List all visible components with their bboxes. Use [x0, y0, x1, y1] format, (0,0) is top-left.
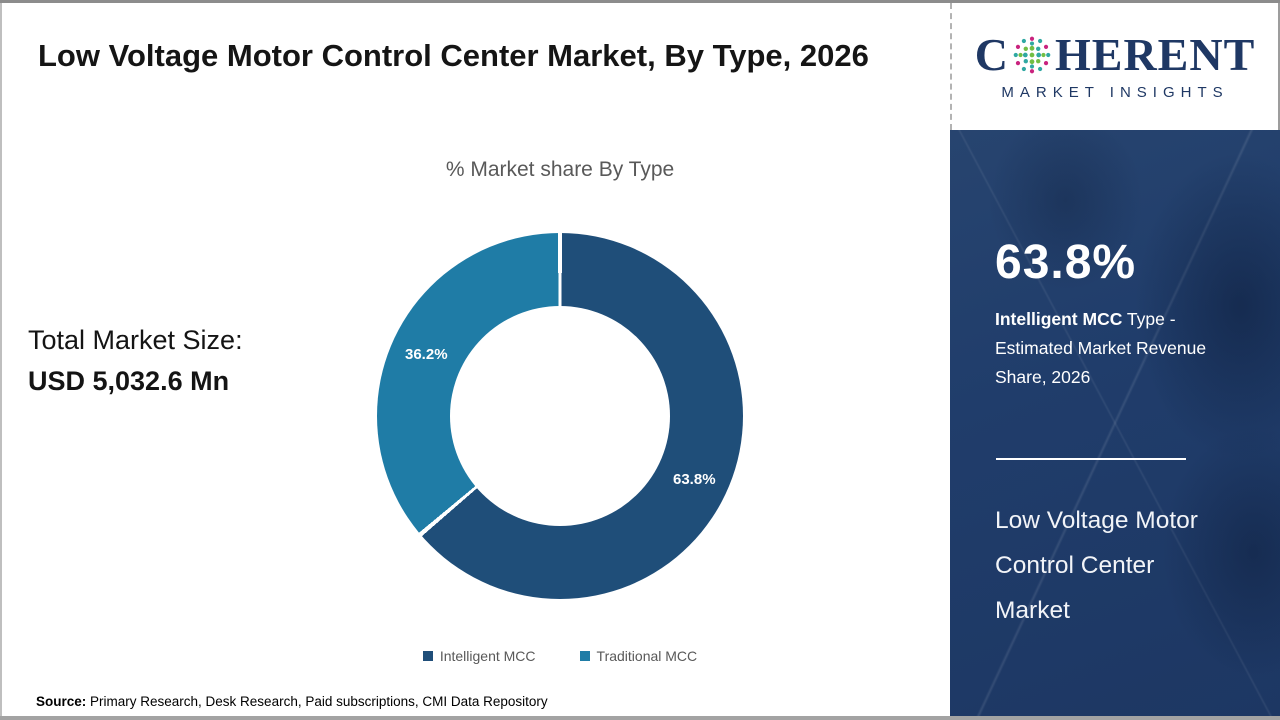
legend-swatch-intelligent	[422, 651, 433, 661]
total-market-block: Total Market Size: USD 5,032.6 Mn	[28, 325, 243, 397]
legend-swatch-traditional	[579, 651, 590, 661]
highlight-sidebar: 63.8% Intelligent MCC Type - Estimated M…	[950, 130, 1280, 716]
total-market-label: Total Market Size:	[28, 325, 243, 355]
brand-suffix: HERENT	[1054, 29, 1256, 80]
chart-title: % Market share By Type	[445, 158, 675, 181]
donut-hole	[450, 306, 670, 526]
sidebar-stat-category: Intelligent MCC	[995, 309, 1123, 329]
brand-tagline: MARKET INSIGHTS	[1001, 84, 1229, 101]
slice-label-traditional: 36.2%	[405, 346, 448, 363]
legend-label-traditional: Traditional MCC	[596, 648, 698, 664]
bottom-border-bar	[0, 716, 1280, 720]
chart-legend: Intelligent MCC Traditional MCC	[180, 648, 940, 664]
sidebar-stat-value: 63.8%	[995, 236, 1137, 289]
source-line: Source: Primary Research, Desk Research,…	[36, 694, 548, 709]
page-title: Low Voltage Motor Control Center Market,…	[38, 38, 869, 73]
source-text: Primary Research, Desk Research, Paid su…	[86, 694, 548, 709]
sidebar-market-name: Low Voltage Motor Control Center Market	[995, 507, 1198, 624]
sidebar-stat-description: Intelligent MCC Type - Estimated Market …	[995, 305, 1220, 392]
sidebar-stat-desc-rest: Type - Estimated Market Revenue Share, 2…	[995, 309, 1207, 387]
total-market-value: USD 5,032.6 Mn	[28, 366, 230, 396]
source-label: Source:	[36, 694, 87, 709]
brand-logo: C	[975, 32, 1256, 78]
sidebar-divider	[996, 458, 1186, 460]
donut-chart: 36.2% 63.8%	[377, 233, 743, 599]
coherent-globe-icon	[1013, 36, 1051, 74]
brand-logo-block: C	[950, 3, 1278, 130]
legend-item-traditional: Traditional MCC	[579, 648, 698, 664]
brand-prefix: C	[974, 29, 1009, 80]
legend-label-intelligent: Intelligent MCC	[439, 648, 536, 664]
slice-label-intelligent: 63.8%	[673, 471, 716, 488]
legend-item-intelligent: Intelligent MCC	[422, 648, 536, 664]
top-border-bar	[0, 0, 1280, 3]
